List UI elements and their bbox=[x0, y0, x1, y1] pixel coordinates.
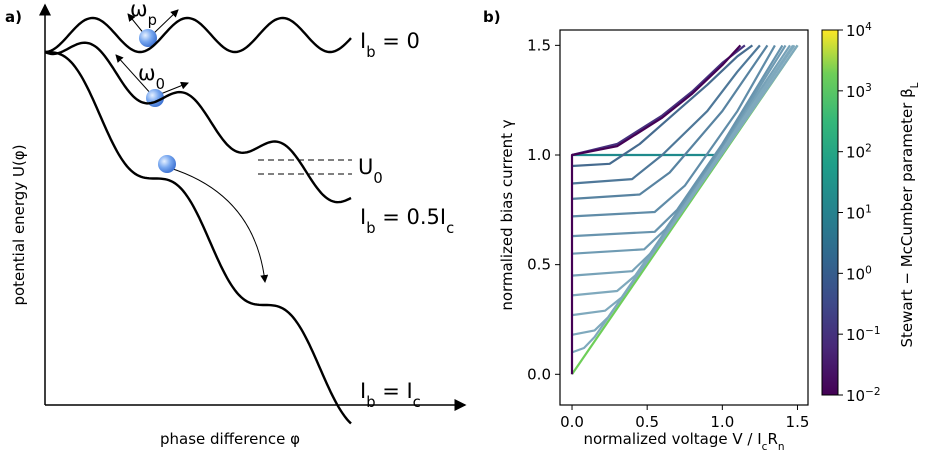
y-tick-label: 0.5 bbox=[527, 256, 551, 274]
y-tick-label: 0.0 bbox=[527, 365, 551, 383]
text-part: Stewart − McCumber parameter β bbox=[898, 88, 916, 347]
y-tick-label: 1.0 bbox=[527, 146, 551, 164]
iv-curve bbox=[571, 44, 769, 200]
iv-curve bbox=[571, 44, 796, 317]
text-part: 10 bbox=[846, 22, 865, 40]
text-part: I bbox=[360, 205, 366, 229]
iv-curve bbox=[571, 44, 799, 336]
text-part: c bbox=[413, 394, 421, 411]
text-part: = I bbox=[376, 379, 413, 403]
text-part: c bbox=[762, 441, 768, 453]
text-part: b bbox=[366, 394, 375, 411]
panel-label: b) bbox=[483, 8, 501, 26]
plot-frame bbox=[559, 29, 809, 406]
colorbar-tick-label: 103 bbox=[846, 82, 872, 101]
text-part: 0 bbox=[156, 76, 165, 93]
potential-curve bbox=[44, 16, 352, 54]
text-part: 4 bbox=[865, 21, 872, 33]
text-part: 10 bbox=[846, 205, 865, 223]
x-tick-label: 1.0 bbox=[710, 413, 734, 431]
omega-0: ω0 bbox=[138, 61, 165, 93]
text-part: 1 bbox=[865, 204, 872, 216]
text-part: 10 bbox=[846, 265, 865, 283]
iv-curve bbox=[571, 44, 761, 185]
colorbar-tick-label: 100 bbox=[846, 264, 872, 283]
colorbar-tick-label: 10−2 bbox=[846, 386, 881, 405]
text-part: I bbox=[360, 379, 366, 403]
iv-curve bbox=[571, 44, 776, 218]
x-label: phase difference φ bbox=[160, 430, 300, 448]
iv-curve bbox=[571, 44, 784, 238]
text-part: ω bbox=[130, 0, 148, 21]
y-tick-label: 1.5 bbox=[527, 36, 551, 54]
text-part: b bbox=[366, 220, 375, 237]
x-tick-label: 1.5 bbox=[786, 413, 810, 431]
arrow bbox=[151, 9, 179, 36]
colorbar bbox=[821, 29, 839, 396]
colorbar-label: Stewart − McCumber parameter βL bbox=[898, 82, 921, 347]
potential-curve bbox=[45, 50, 352, 425]
iv-curve bbox=[571, 44, 787, 255]
colorbar-tick-label: 102 bbox=[846, 143, 872, 162]
potential-curve bbox=[44, 41, 352, 204]
curve-label: Ib = Ic bbox=[360, 379, 421, 411]
particle bbox=[139, 29, 157, 47]
panel-label: a) bbox=[5, 8, 22, 26]
text-part: L bbox=[909, 82, 921, 88]
text-part: −1 bbox=[865, 325, 880, 337]
arrow bbox=[115, 54, 153, 96]
curve-label: Ib = 0.5Ic bbox=[360, 205, 454, 237]
text-part: n bbox=[778, 441, 785, 453]
text-part: 10 bbox=[846, 144, 865, 162]
text-part: U bbox=[358, 155, 373, 179]
barrier-label: U0 bbox=[358, 155, 383, 187]
text-part: b bbox=[366, 44, 375, 61]
panel-a: a) phase difference φ potential energy U… bbox=[5, 0, 467, 448]
x-tick-label: 0.0 bbox=[560, 413, 584, 431]
text-part: R bbox=[767, 430, 777, 448]
text-part: normalized voltage V / I bbox=[583, 430, 761, 448]
text-part: 10 bbox=[846, 387, 865, 405]
text-part: 3 bbox=[865, 82, 872, 94]
iv-curve bbox=[570, 44, 742, 375]
colorbar-tick-label: 104 bbox=[846, 21, 872, 40]
y-label: normalized bias current γ bbox=[498, 119, 516, 310]
text-part: 10 bbox=[846, 326, 865, 344]
text-part: 0 bbox=[373, 170, 382, 187]
text-part: 0 bbox=[865, 264, 872, 276]
iv-curve bbox=[571, 44, 754, 168]
x-tick-label: 0.5 bbox=[635, 413, 659, 431]
text-part: p bbox=[148, 12, 157, 29]
arrow bbox=[157, 81, 189, 96]
text-part: ω bbox=[138, 61, 156, 85]
particle bbox=[158, 155, 176, 173]
text-part: −2 bbox=[865, 386, 880, 398]
text-part: 2 bbox=[865, 143, 872, 155]
text-part: 10 bbox=[846, 83, 865, 101]
text-part: I bbox=[360, 29, 366, 53]
curve-label: Ib = 0 bbox=[360, 29, 420, 61]
text-part: = 0 bbox=[376, 29, 420, 53]
escape-arrow bbox=[169, 167, 269, 283]
text-part: = 0.5I bbox=[376, 205, 447, 229]
x-label: normalized voltage V / IcRn bbox=[583, 430, 784, 453]
colorbar-tick-label: 10−1 bbox=[846, 325, 881, 344]
iv-curve bbox=[571, 44, 794, 297]
text-part: c bbox=[446, 220, 454, 237]
colorbar-tick-label: 101 bbox=[846, 204, 872, 223]
y-label: potential energy U(φ) bbox=[10, 144, 28, 305]
omega-p: ωp bbox=[130, 0, 157, 29]
